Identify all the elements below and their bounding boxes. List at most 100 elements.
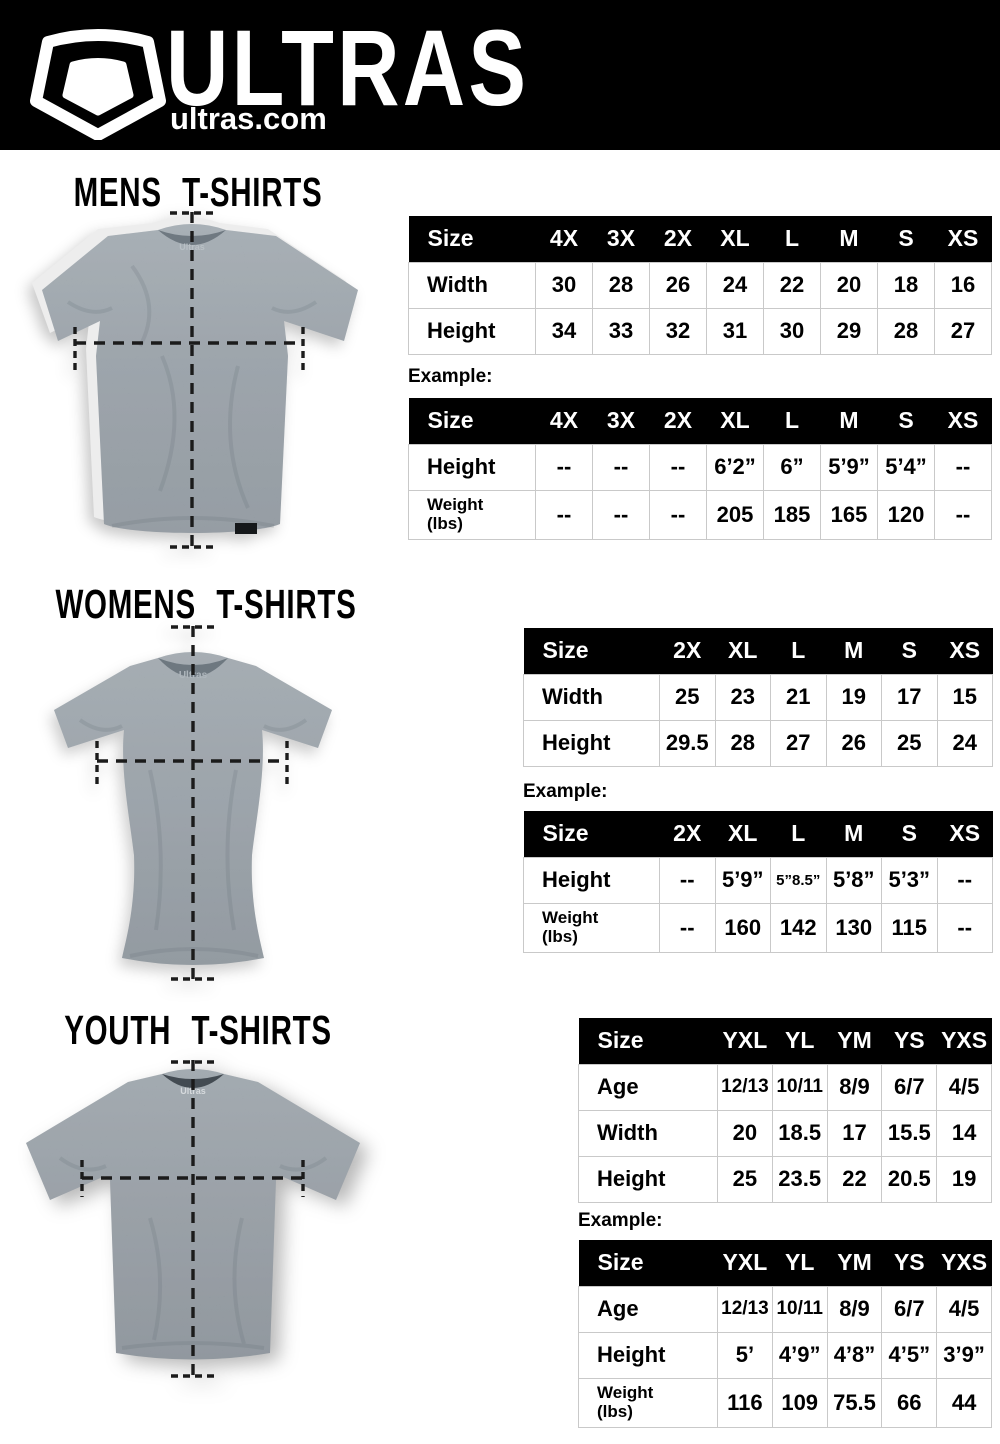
value-cell: 14 [936, 1109, 992, 1157]
value-cell: 160 [714, 902, 771, 953]
womens-example-table: Size 2X XL L M S XS Height -- 5’9” 5”8.5” 5’8” 5’3” -… [523, 811, 993, 953]
value-cell: 12/13 [717, 1063, 773, 1111]
value-cell: 30 [763, 307, 821, 355]
value-cell: 6” [763, 443, 821, 491]
column-header: 2X [659, 628, 715, 674]
column-header: XL [706, 216, 764, 262]
row-label: Age [578, 1063, 718, 1111]
column-header: S [881, 811, 937, 857]
column-header: YL [772, 1018, 828, 1064]
row-label: Width [523, 673, 660, 721]
womens-measure-guides [95, 625, 289, 982]
womens-size-table: Size 2X XL L M S XS Width 25 23 21 19 17 15 Height 29.5… [523, 628, 993, 767]
value-cell: 4’5” [881, 1331, 938, 1379]
value-cell: 5’4” [877, 443, 935, 491]
column-header: YS [881, 1018, 937, 1064]
value-cell: 32 [649, 307, 707, 355]
value-cell: -- [649, 489, 707, 540]
column-header: 4X [535, 216, 593, 262]
hem-tag [235, 523, 257, 534]
value-cell: 19 [936, 1155, 992, 1203]
column-header: 2X [659, 811, 715, 857]
column-header: L [770, 811, 826, 857]
mens-example-label: Example: [408, 366, 493, 387]
value-cell: 23 [714, 673, 771, 721]
value-cell: 28 [592, 261, 650, 309]
column-header: XL [715, 811, 771, 857]
value-cell: -- [649, 443, 707, 491]
value-cell: 10/11 [771, 1285, 828, 1333]
row-label: Width [408, 261, 536, 309]
column-header: L [763, 216, 821, 262]
size-column-header: Size [578, 1018, 718, 1064]
column-header: L [763, 398, 821, 444]
value-cell: 29.5 [659, 719, 716, 767]
value-cell: 20 [820, 261, 878, 309]
value-cell: 27 [770, 719, 827, 767]
column-header: YXS [936, 1018, 992, 1064]
value-cell: 31 [706, 307, 764, 355]
value-cell: 12/13 [717, 1285, 773, 1333]
value-cell: 8/9 [826, 1063, 883, 1111]
youth-example-table: Size YXL YL YM YS YXS Age 12/13 10/11 8/9 6/7 4/5 He… [578, 1240, 992, 1428]
youth-example-label: Example: [578, 1210, 663, 1231]
column-header: M [826, 628, 882, 674]
value-cell: 185 [763, 489, 821, 540]
value-cell: 8/9 [826, 1285, 883, 1333]
column-header: S [877, 216, 935, 262]
value-cell: 6/7 [881, 1285, 938, 1333]
value-cell: 5’3” [881, 856, 938, 904]
value-cell: 4’8” [826, 1331, 883, 1379]
value-cell: 33 [592, 307, 650, 355]
row-label: Height [408, 443, 536, 491]
value-cell: 75.5 [826, 1377, 883, 1428]
value-cell: 21 [770, 673, 827, 721]
value-cell: 6’2” [706, 443, 764, 491]
value-cell: 22 [826, 1155, 883, 1203]
column-header: YXL [717, 1240, 773, 1286]
value-cell: 5’9” [714, 856, 771, 904]
column-header: YM [827, 1018, 882, 1064]
youth-measure-guides [80, 1060, 305, 1378]
column-header: M [820, 398, 878, 444]
value-cell: -- [535, 489, 593, 540]
mens-measure-guides [73, 211, 305, 550]
value-cell: 66 [881, 1377, 938, 1428]
value-cell: 17 [881, 673, 938, 721]
brand-name: ULTRAS [166, 7, 530, 128]
value-cell: 109 [771, 1377, 828, 1428]
value-cell: 28 [877, 307, 935, 355]
value-cell: 10/11 [771, 1063, 828, 1111]
youth-shirt-body: Ultras [26, 1069, 360, 1360]
row-label: Height [408, 307, 536, 355]
value-cell: 44 [936, 1377, 992, 1428]
size-column-header: Size [408, 216, 536, 262]
column-header: 2X [649, 398, 707, 444]
column-header: S [877, 398, 935, 444]
column-header: 2X [649, 216, 707, 262]
value-cell: 116 [717, 1377, 773, 1428]
value-cell: 205 [706, 489, 764, 540]
womens-shirt-body: Ultras [54, 652, 332, 965]
row-label: Weight (lbs) [523, 902, 660, 953]
value-cell: 29 [820, 307, 878, 355]
value-cell: 4/5 [936, 1285, 992, 1333]
value-cell: 16 [934, 261, 992, 309]
row-label: Height [523, 719, 660, 767]
value-cell: -- [936, 902, 993, 953]
column-header: 3X [592, 216, 650, 262]
row-label: Height [578, 1331, 718, 1379]
value-cell: 6/7 [881, 1063, 938, 1111]
value-cell: 25 [717, 1155, 773, 1203]
column-header: YM [827, 1240, 882, 1286]
column-header: XS [934, 398, 992, 444]
youth-size-table: Size YXL YL YM YS YXS Age 12/13 10/11 8/9 6/7 4/5 Wi… [578, 1018, 992, 1203]
value-cell: 26 [825, 719, 882, 767]
value-cell: -- [659, 902, 716, 953]
svg-text:Ultras: Ultras [180, 1086, 206, 1096]
svg-text:Ultras: Ultras [179, 670, 208, 681]
value-cell: -- [934, 489, 992, 540]
value-cell: 25 [659, 673, 716, 721]
value-cell: 4/5 [936, 1063, 992, 1111]
value-cell: -- [592, 443, 650, 491]
